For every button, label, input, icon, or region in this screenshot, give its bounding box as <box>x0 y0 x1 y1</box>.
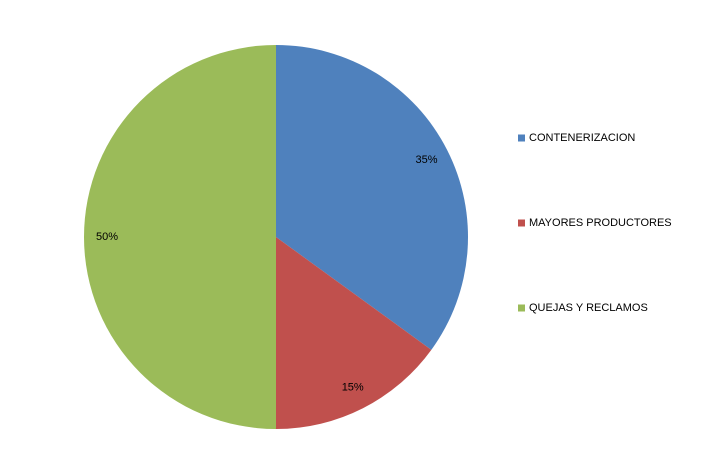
legend-label: CONTENERIZACION <box>529 132 635 144</box>
legend-swatch <box>518 304 525 312</box>
data-label: 35% <box>416 154 438 166</box>
data-label: 15% <box>342 381 364 393</box>
legend-label: QUEJAS Y RECLAMOS <box>529 302 648 314</box>
pie-slice <box>276 237 432 429</box>
legend-swatch <box>518 134 525 142</box>
pie-slice <box>276 45 468 350</box>
data-label: 50% <box>96 231 118 243</box>
legend-label: MAYORES PRODUCTORES <box>529 217 672 229</box>
pie-slice <box>84 45 276 429</box>
legend-swatch <box>518 219 525 227</box>
